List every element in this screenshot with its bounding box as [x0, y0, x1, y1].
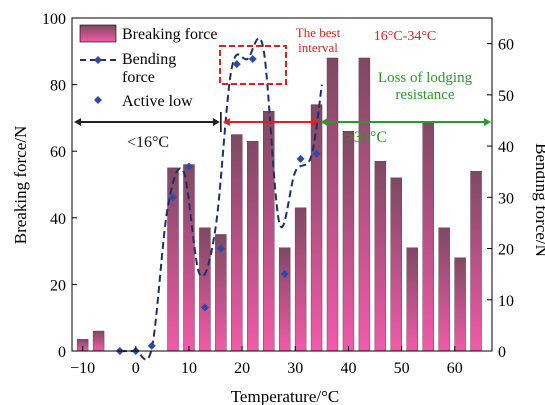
bar: [294, 207, 307, 352]
active-low-marker: [169, 193, 178, 202]
legend-line-label: Bending force: [122, 51, 176, 86]
x-axis-label: Temperature/°C: [231, 387, 340, 405]
y-left-tick-label: 100: [42, 11, 66, 28]
active-low-marker: [296, 154, 305, 163]
range-label: 16°C-34°C: [374, 29, 437, 44]
bar: [326, 57, 339, 352]
loss-of-lodging-label: Loss of lodging resistance: [378, 70, 473, 103]
y-left-tick-label: 60: [50, 144, 66, 161]
active-low-marker: [280, 270, 289, 279]
active-low-marker: [248, 54, 257, 63]
bar: [183, 164, 195, 352]
above-34c-label: >34°C: [345, 129, 387, 146]
bar: [358, 57, 371, 352]
axes-layer: −10 0 10 20 30 40 50 60020406080100010203040506…: [42, 11, 514, 377]
active-low-marker: [216, 244, 225, 253]
y-right-tick-label: 10: [498, 293, 514, 310]
bar: [374, 160, 387, 352]
best-interval-label: The best interval: [296, 25, 341, 55]
bar: [310, 104, 323, 352]
bar: [454, 257, 466, 352]
bar: [342, 131, 355, 352]
y-left-tick-label: 20: [50, 277, 66, 294]
y-axis-left-label: Breaking force/N: [11, 126, 30, 244]
legend-line-marker: [94, 56, 102, 64]
active-low-marker: [184, 162, 193, 171]
below-16c-arrow-head-right: [212, 118, 220, 126]
legend-bar-label: Breaking force: [122, 26, 218, 43]
bar: [390, 177, 403, 352]
legend: Breaking force Bending force Active low: [79, 24, 218, 110]
best-interval-arrow-head-left: [222, 118, 230, 126]
y-right-tick-label: 0: [498, 344, 506, 361]
plot-frame: [71, 17, 493, 352]
y-right-tick-label: 40: [498, 139, 514, 156]
above-34c-arrow-head-right: [484, 118, 491, 126]
legend-scatter-marker: [94, 96, 102, 104]
x-tick-label: 40: [340, 360, 356, 377]
bar: [470, 170, 482, 352]
bars-layer: [76, 57, 482, 352]
legend-scatter-label: Active low: [122, 93, 193, 110]
bar: [247, 141, 259, 352]
below-16c-arrow-head-left: [74, 118, 81, 126]
active-low-marker: [312, 149, 321, 158]
x-tick-label: 30: [287, 360, 303, 377]
bar: [231, 134, 243, 352]
x-tick-label: −10: [70, 360, 95, 377]
x-tick-label: 0: [132, 360, 140, 377]
above-34c-arrow-head-left: [320, 118, 328, 126]
x-tick-label: 50: [394, 360, 410, 377]
bar: [263, 111, 275, 352]
y-left-tick-label: 40: [50, 211, 66, 228]
y-right-tick-label: 50: [498, 88, 514, 105]
bar: [422, 121, 434, 352]
bar: [278, 247, 291, 352]
y-right-tick-label: 30: [498, 190, 514, 207]
best-interval-box: [219, 45, 287, 85]
x-tick-label: 20: [234, 360, 250, 377]
x-tick-label: 60: [447, 360, 463, 377]
active-low-marker: [200, 303, 209, 312]
y-left-tick-label: 80: [50, 78, 66, 95]
bar: [92, 330, 105, 352]
x-tick-label: 10: [181, 360, 197, 377]
bar: [406, 247, 418, 352]
legend-bar-swatch: [79, 24, 117, 43]
bar: [199, 227, 211, 352]
y-axis-right-label: Bending force/N: [532, 143, 545, 257]
best-interval-arrow-head-right: [311, 118, 319, 126]
annotation-layer: The best interval 16°C-34°C Loss of lodging…: [74, 25, 491, 151]
bar: [438, 227, 450, 352]
line-layer: [119, 37, 323, 361]
bending-force-line: [119, 37, 323, 361]
active-low-marker: [147, 341, 156, 350]
y-right-tick-label: 60: [498, 37, 514, 54]
y-right-tick-label: 20: [498, 242, 514, 259]
y-left-tick-label: 0: [58, 344, 66, 361]
below-16c-label: <16°C: [127, 134, 169, 151]
active-low-marker: [232, 60, 241, 69]
